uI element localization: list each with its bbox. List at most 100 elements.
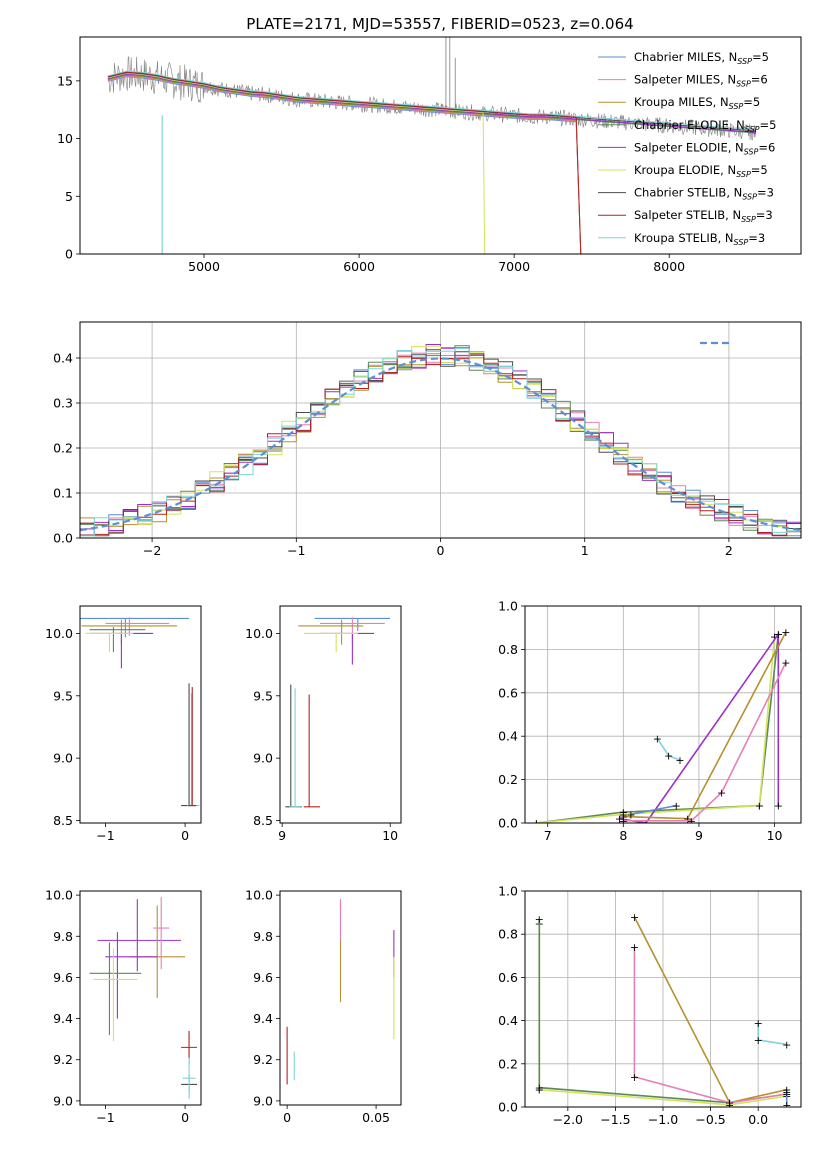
y-tick-label: 0.2 bbox=[498, 772, 518, 787]
plot-frame bbox=[79, 605, 202, 824]
weight-marker: + bbox=[774, 800, 783, 813]
y-tick-label: 10.0 bbox=[245, 888, 273, 903]
x-tick-label: −1 bbox=[287, 543, 305, 558]
y-tick-label: 15 bbox=[57, 73, 73, 88]
weight-line bbox=[633, 947, 787, 1104]
y-tick-label: 0.6 bbox=[498, 970, 518, 985]
histogram-series-step bbox=[80, 348, 801, 537]
x-tick-label: 0.05 bbox=[362, 1110, 390, 1125]
model-fit-line bbox=[107, 70, 757, 131]
y-tick-label: 9.2 bbox=[53, 1052, 73, 1067]
weight-marker: + bbox=[532, 817, 541, 830]
weight-line bbox=[623, 631, 787, 820]
y-tick-label: 1.0 bbox=[498, 884, 518, 899]
legend-label: Kroupa ELODIE, NSSP=5 bbox=[634, 163, 768, 179]
y-tick-label: 0.3 bbox=[53, 396, 73, 411]
plot-frame bbox=[79, 321, 802, 539]
legend-label-main: Salpeter STELIB, N bbox=[634, 208, 741, 222]
mass-weight-vs-age-panel: 7 8 9 100.00.20.40.60.81.0+++++++++ ++++ +++ +… bbox=[498, 599, 802, 843]
x-tick-label: 9 bbox=[695, 828, 703, 843]
weight-marker: + bbox=[725, 1097, 734, 1110]
weight-marker: + bbox=[630, 911, 639, 924]
y-tick-label: 9.8 bbox=[53, 929, 73, 944]
y-tick-label: 10.0 bbox=[245, 626, 273, 641]
weight-marker: + bbox=[687, 815, 696, 828]
y-tick-label: 0.0 bbox=[498, 1100, 518, 1115]
x-tick-label: 0 bbox=[437, 543, 445, 558]
weight-line bbox=[536, 634, 780, 823]
weight-marker: + bbox=[782, 1086, 791, 1099]
legend-label-main: Salpeter MILES, N bbox=[634, 73, 736, 87]
weight-marker: + bbox=[664, 750, 673, 763]
x-tick-label: 10 bbox=[767, 828, 783, 843]
x-tick-label: 7000 bbox=[498, 259, 530, 274]
error-bars bbox=[285, 617, 391, 808]
mass-weight-vs-metallicity-panel: −2.0 −1.5 −1.0 −0.5 0.0 0.0 0.2 0.4 0.6 0.8 1.0 + + +… bbox=[498, 884, 802, 1127]
legend-label-end: =6 bbox=[751, 73, 768, 87]
legend-label: Kroupa MILES, NSSP=5 bbox=[634, 95, 760, 111]
x-tick-label: 0 bbox=[181, 1110, 189, 1125]
x-tick-label: 1 bbox=[581, 543, 589, 558]
weight-marker: + bbox=[770, 630, 779, 643]
weight-line bbox=[536, 636, 776, 823]
legend-label: Kroupa STELIB, NSSP=3 bbox=[634, 231, 765, 247]
legend-label: Chabrier ELODIE, NSSP=5 bbox=[634, 118, 776, 134]
x-tick-label: −0.5 bbox=[695, 1112, 725, 1127]
y-tick-label: 8.5 bbox=[253, 813, 273, 828]
x-tick-label: 5000 bbox=[188, 259, 220, 274]
weight-marker: + bbox=[672, 800, 681, 813]
weight-lines: +++++++++++++++++ +++ bbox=[535, 911, 792, 1110]
legend-label-end: =5 bbox=[760, 118, 777, 132]
y-tick-label: 9.8 bbox=[253, 929, 273, 944]
age-vs-metallicity-panel: −1 0 8.5 9.0 9.5 10.0 bbox=[45, 605, 202, 843]
y-tick-label: 0 bbox=[65, 247, 73, 262]
legend-label-sub: SSP bbox=[736, 170, 751, 179]
weight-marker: + bbox=[619, 806, 628, 819]
weight-marker: + bbox=[781, 656, 790, 669]
legend-label-sub: SSP bbox=[742, 193, 757, 202]
x-tick-label: −1.0 bbox=[648, 1112, 678, 1127]
weight-marker: + bbox=[619, 815, 628, 828]
legend-label-sub: SSP bbox=[737, 57, 752, 66]
x-tick-label: −2 bbox=[143, 543, 161, 558]
legend-label-sub: SSP bbox=[744, 147, 759, 156]
y-tick-label: 9.0 bbox=[53, 751, 73, 766]
plot-frame bbox=[279, 605, 402, 824]
x-tick-label: 9 bbox=[278, 828, 286, 843]
legend-label: Salpeter MILES, NSSP=6 bbox=[634, 73, 768, 89]
x-tick-label: 6000 bbox=[343, 259, 375, 274]
legend-label-end: =5 bbox=[752, 50, 769, 64]
legend-label-sub: SSP bbox=[734, 238, 749, 247]
y-tick-label: 0.0 bbox=[53, 531, 73, 546]
x-tick-label: −1 bbox=[96, 828, 114, 843]
y-tick-label: 0.2 bbox=[498, 1056, 518, 1071]
weight-marker: + bbox=[630, 1071, 639, 1084]
weight-marker: + bbox=[535, 1084, 544, 1097]
error-bars bbox=[286, 899, 395, 1085]
error-bars bbox=[89, 897, 198, 1099]
model-fit-line bbox=[107, 76, 582, 254]
plot-frame bbox=[79, 890, 202, 1106]
weight-marker: + bbox=[782, 1084, 791, 1097]
normal-reference-curve bbox=[80, 357, 801, 532]
y-tick-label: 9.2 bbox=[253, 1052, 273, 1067]
legend-label: Chabrier MILES, NSSP=5 bbox=[634, 50, 769, 66]
weight-marker: + bbox=[535, 1082, 544, 1095]
weight-marker: + bbox=[717, 787, 726, 800]
residual-histogram-panel: −2 −1 0 1 2 0.0 0.1 0.2 0.3 0.4 bbox=[53, 321, 802, 558]
legend-label-sub: SSP bbox=[736, 80, 751, 89]
weight-marker: + bbox=[754, 1017, 763, 1030]
y-tick-label: 0.0 bbox=[498, 816, 518, 831]
spectrum-title: PLATE=2171, MJD=53557, FIBERID=0523, z=0… bbox=[246, 15, 633, 33]
error-bars bbox=[80, 617, 200, 807]
weight-marker: + bbox=[535, 913, 544, 926]
y-tick-label: 0.4 bbox=[53, 351, 73, 366]
y-tick-label: 5 bbox=[65, 189, 73, 204]
x-tick-label: −2.0 bbox=[553, 1112, 583, 1127]
mass-vs-metallicity-panel: −1 0 9.0 9.2 9.4 9.6 9.8 10.0 bbox=[45, 888, 202, 1125]
plot-frame bbox=[524, 605, 802, 824]
y-tick-label: 8.5 bbox=[53, 813, 73, 828]
model-fit-line bbox=[107, 74, 582, 254]
